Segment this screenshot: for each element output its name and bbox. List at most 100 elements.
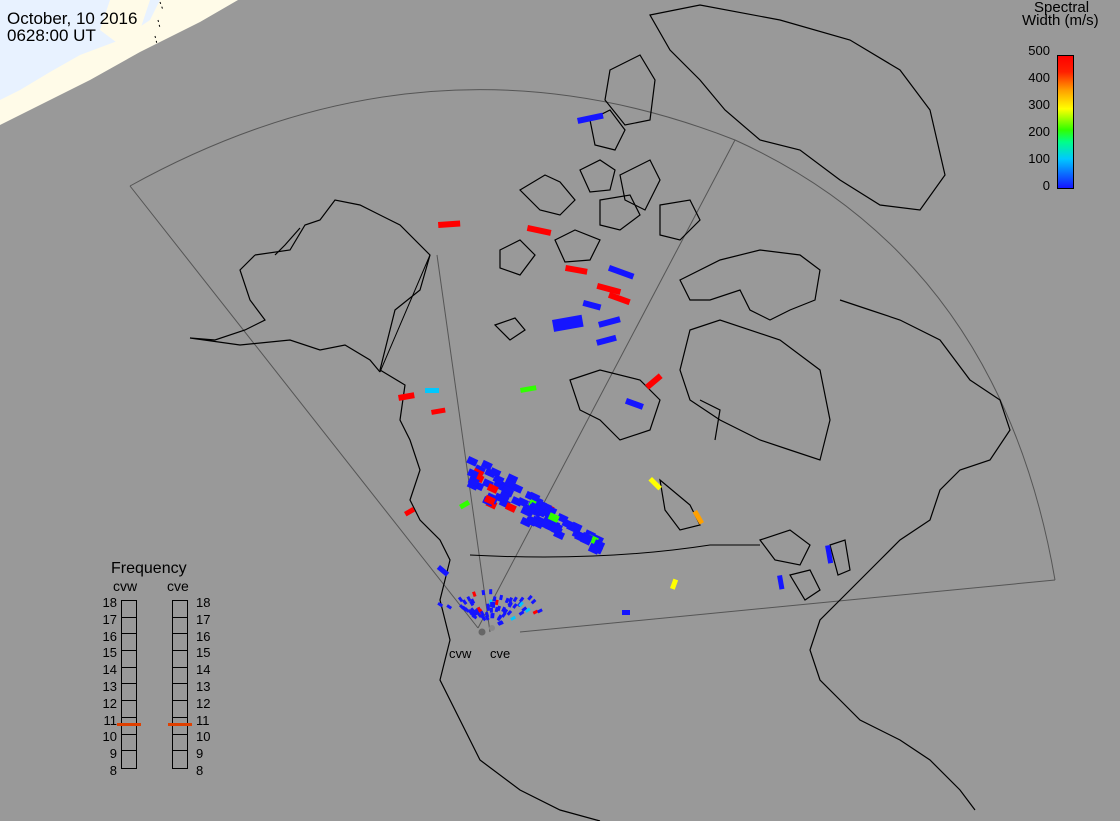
cve-site-marker (489, 625, 495, 631)
range-cell (494, 606, 499, 613)
range-cell (512, 596, 518, 603)
range-cell (490, 602, 494, 608)
colorbar-tick: 0 (1042, 178, 1050, 193)
range-cell (516, 497, 529, 508)
range-cell (425, 388, 439, 393)
coastlines (189, 4, 1011, 821)
range-cell (498, 490, 511, 502)
range-cell (692, 510, 704, 525)
range-cell (507, 600, 513, 607)
frequency-tick-right: 8 (196, 763, 204, 778)
range-cell (437, 602, 444, 608)
frequency-tick-left: 16 (102, 628, 117, 644)
frequency-tick-right: 18 (196, 595, 211, 610)
range-cell (523, 504, 536, 515)
frequency-tick-left: 15 (102, 645, 117, 661)
range-cell (622, 610, 630, 615)
range-cell (462, 599, 468, 606)
range-cell (471, 614, 478, 620)
colorbar-tick: 500 (1028, 43, 1050, 58)
range-cell (466, 456, 479, 467)
range-cell (552, 314, 584, 332)
range-cell (645, 373, 663, 390)
range-cell (470, 598, 476, 605)
colorbar-tick: 300 (1028, 97, 1050, 112)
date-label: October, 10 2016 (7, 9, 138, 28)
radar-sites (478, 625, 495, 636)
site-label-cvw: cvw (449, 646, 472, 661)
gauge-label-cve: cve (167, 578, 189, 594)
frequency-tick-left: 17 (102, 611, 117, 627)
cvw-site-marker (478, 628, 486, 636)
frequency-tick-left: 12 (102, 695, 117, 711)
range-cell (481, 589, 486, 596)
frequency-tick-right: 9 (196, 746, 204, 762)
range-cell (593, 539, 606, 550)
range-cell (510, 615, 517, 621)
range-cell (489, 607, 493, 613)
range-cell (648, 477, 662, 491)
range-cell (825, 545, 834, 564)
range-cell (504, 597, 510, 604)
range-cell (670, 578, 679, 590)
site-label-cve: cve (490, 646, 511, 661)
frequency-tick-right: 15 (196, 645, 211, 661)
gauge-label-cvw: cvw (113, 578, 138, 594)
range-cell (459, 499, 471, 510)
range-cell (598, 316, 621, 328)
range-cell (518, 601, 524, 608)
range-cell (466, 468, 479, 479)
range-cell (524, 607, 531, 613)
frequency-tick-left: 13 (102, 679, 117, 694)
range-cell (529, 501, 542, 513)
frequency-tick-right: 13 (196, 679, 211, 694)
range-cell (466, 595, 472, 602)
range-cell (501, 484, 514, 496)
range-cell (499, 594, 504, 601)
range-cell (480, 459, 493, 471)
range-cell (492, 596, 497, 602)
range-cell (564, 265, 588, 275)
frequency-tick-left: 11 (103, 712, 118, 728)
frequency-tick-right: 12 (196, 695, 211, 711)
range-cell (540, 519, 553, 530)
frequency-tick-left: 8 (109, 763, 117, 778)
range-cell (537, 608, 543, 614)
range-cell (492, 474, 505, 485)
frequency-tick-left: 14 (102, 662, 117, 678)
range-cell (489, 467, 502, 478)
range-cell (521, 606, 528, 612)
range-cell (596, 334, 617, 346)
range-cell (398, 392, 415, 401)
range-cell (480, 613, 486, 620)
data-cells (398, 112, 834, 626)
range-cell (547, 512, 560, 523)
range-cell (579, 535, 592, 546)
range-cell (530, 598, 537, 605)
range-cell (532, 609, 539, 615)
frequency-marker-cvw (117, 722, 141, 726)
range-cell (479, 610, 485, 617)
range-cell (582, 300, 602, 311)
range-cell (473, 608, 479, 615)
range-cell (457, 596, 464, 603)
range-cell (486, 483, 499, 494)
daylight-region (0, 0, 238, 125)
range-cell (577, 112, 604, 124)
range-cell (483, 494, 496, 506)
frequency-gauge-cvw (121, 600, 137, 769)
range-cell (777, 575, 785, 590)
range-cell (469, 607, 476, 614)
range-cell (436, 564, 450, 577)
range-cell (506, 473, 519, 484)
range-cell (501, 612, 507, 618)
range-cell (549, 523, 562, 535)
range-cell (503, 478, 516, 489)
range-cell (489, 589, 493, 595)
time-label: 0628:00 UT (7, 26, 96, 45)
colorbar-title-line1: Spectral (1034, 0, 1090, 16)
frequency-tick-right: 14 (196, 662, 211, 678)
frequency-tick-left: 18 (102, 595, 117, 610)
range-cell (624, 397, 644, 410)
